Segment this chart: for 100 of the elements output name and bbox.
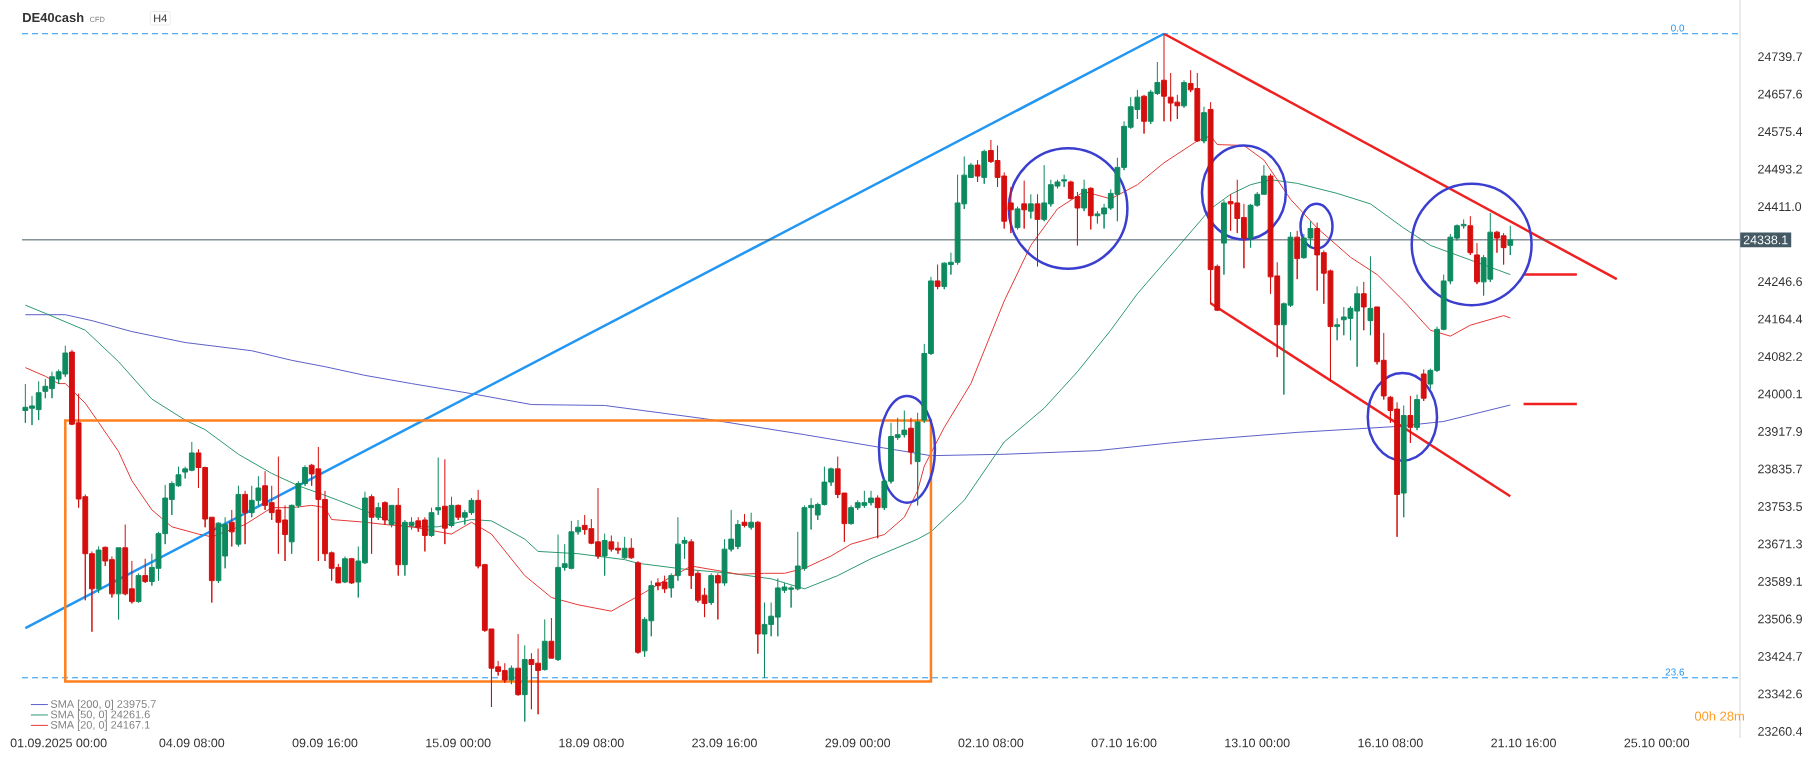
- candlestick: [741, 513, 748, 528]
- y-tick-label: 23753.5: [1758, 502, 1803, 511]
- candlestick: [1081, 179, 1087, 212]
- candlestick: [242, 490, 248, 545]
- line-series: [24, 314, 1511, 457]
- x-tick-label: 13.10 00:00: [1225, 738, 1290, 748]
- candlestick: [1474, 242, 1480, 285]
- y-tick-label: 24739.7: [1758, 52, 1802, 62]
- x-tick-label: 16.10 08:00: [1358, 738, 1423, 748]
- candlestick: [708, 572, 715, 606]
- candlestick: [382, 500, 388, 526]
- candlestick: [142, 558, 149, 584]
- candlestick: [874, 494, 881, 539]
- candlestick: [1087, 186, 1094, 230]
- candlestick: [1414, 394, 1420, 431]
- candlestick: [1467, 215, 1474, 256]
- candlestick: [368, 493, 375, 555]
- legend-label: SMA [20, 0] 24167.1: [50, 720, 150, 731]
- annotation: 0.0: [1671, 24, 1685, 32]
- candlestick: [914, 412, 921, 506]
- candlestick: [395, 487, 402, 577]
- y-tick-label: 24575.4: [1758, 127, 1803, 137]
- candlestick: [981, 149, 988, 185]
- candlestick: [135, 572, 142, 604]
- annotation: H4: [154, 14, 167, 22]
- legend-label: SMA [200, 0] 23975.7: [50, 699, 156, 711]
- x-tick-label: 25.10 00:00: [1624, 738, 1690, 748]
- candlestick: [908, 417, 914, 465]
- y-tick-label: 23917.9: [1758, 427, 1802, 436]
- candlestick: [621, 536, 628, 560]
- candlestick: [714, 572, 721, 620]
- annotation: 00h 28m: [1694, 711, 1744, 721]
- candlestick: [934, 264, 941, 290]
- candlestick: [1360, 281, 1367, 331]
- candlestick: [1334, 317, 1341, 341]
- candlestick: [342, 555, 348, 584]
- candlestick: [1021, 180, 1028, 229]
- y-tick-label: 23342.6: [1758, 689, 1802, 699]
- candlestick: [1420, 368, 1427, 402]
- y-tick-label: 23506.9: [1758, 614, 1802, 624]
- candlestick: [1034, 193, 1041, 267]
- candlestick: [548, 617, 555, 659]
- y-tick-label: 23260.4: [1758, 727, 1803, 736]
- y-tick-label: 23589.1: [1758, 577, 1802, 586]
- y-tick-label: 23835.7: [1758, 464, 1802, 474]
- candlestick: [1407, 395, 1414, 444]
- x-tick-label: 15.09 00:00: [426, 738, 491, 748]
- candlestick: [1221, 199, 1227, 276]
- candlestick: [235, 485, 242, 547]
- y-tick-label: 24000.1: [1758, 389, 1802, 399]
- candlestick: [1400, 404, 1407, 518]
- candlestick: [541, 618, 548, 671]
- x-tick-label: 07.10 16:00: [1091, 738, 1157, 748]
- candlestick: [1014, 206, 1021, 230]
- candlestick: [754, 520, 761, 655]
- candlestick: [1027, 193, 1034, 219]
- candlestick: [375, 502, 382, 521]
- y-tick-label: 23671.3: [1758, 539, 1802, 549]
- y-tick-label: 24082.2: [1758, 352, 1802, 361]
- candlestick: [1201, 106, 1207, 144]
- x-tick-label: 04.09 08:00: [159, 738, 225, 748]
- candlestick: [1367, 255, 1374, 336]
- candlestick: [115, 547, 122, 620]
- candlestick: [508, 664, 515, 685]
- candlestick: [628, 537, 635, 560]
- candlestick: [1141, 94, 1147, 135]
- candlestick: [1181, 79, 1187, 109]
- x-tick-label: 21.10 16:00: [1491, 738, 1556, 748]
- x-tick-label: 23.09 16:00: [692, 738, 757, 748]
- candlestick: [435, 456, 442, 516]
- y-tick-label: 24657.6: [1758, 89, 1802, 99]
- candlestick: [601, 533, 608, 577]
- ref-line-label: 24338.1: [1743, 235, 1788, 245]
- candlestick: [974, 159, 981, 183]
- annotation: 23.6: [1665, 668, 1685, 676]
- candlestick: [521, 644, 528, 723]
- candlestick: [515, 633, 521, 697]
- x-tick-label: 01.09.2025 00:00: [10, 738, 107, 748]
- candlestick: [428, 507, 435, 538]
- text: DE40cash: [23, 12, 84, 23]
- legend-label: SMA [50, 0] 24261.6: [50, 710, 150, 721]
- candlestick: [1294, 230, 1301, 280]
- x-tick-label: 02.10 08:00: [958, 738, 1024, 748]
- y-tick-label: 24164.4: [1758, 314, 1803, 324]
- candlestick: [228, 509, 235, 547]
- candlestick: [1507, 225, 1514, 256]
- y-tick-label: 24493.2: [1758, 164, 1802, 174]
- x-tick-label: 18.09 08:00: [559, 738, 624, 748]
- y-tick-label: 23424.7: [1758, 652, 1802, 661]
- y-tick-label: 24246.6: [1758, 277, 1802, 286]
- candlestick: [95, 545, 102, 594]
- candlestick: [455, 503, 462, 521]
- y-tick-label: 24411.0: [1758, 202, 1802, 212]
- candlestick: [635, 560, 641, 655]
- candlestick: [388, 504, 395, 528]
- candlestick: [348, 557, 355, 585]
- x-tick-label: 29.09 00:00: [825, 738, 891, 748]
- candlestick: [448, 496, 455, 528]
- candlestick: [441, 458, 448, 545]
- x-tick-label: 09.09 16:00: [292, 738, 358, 748]
